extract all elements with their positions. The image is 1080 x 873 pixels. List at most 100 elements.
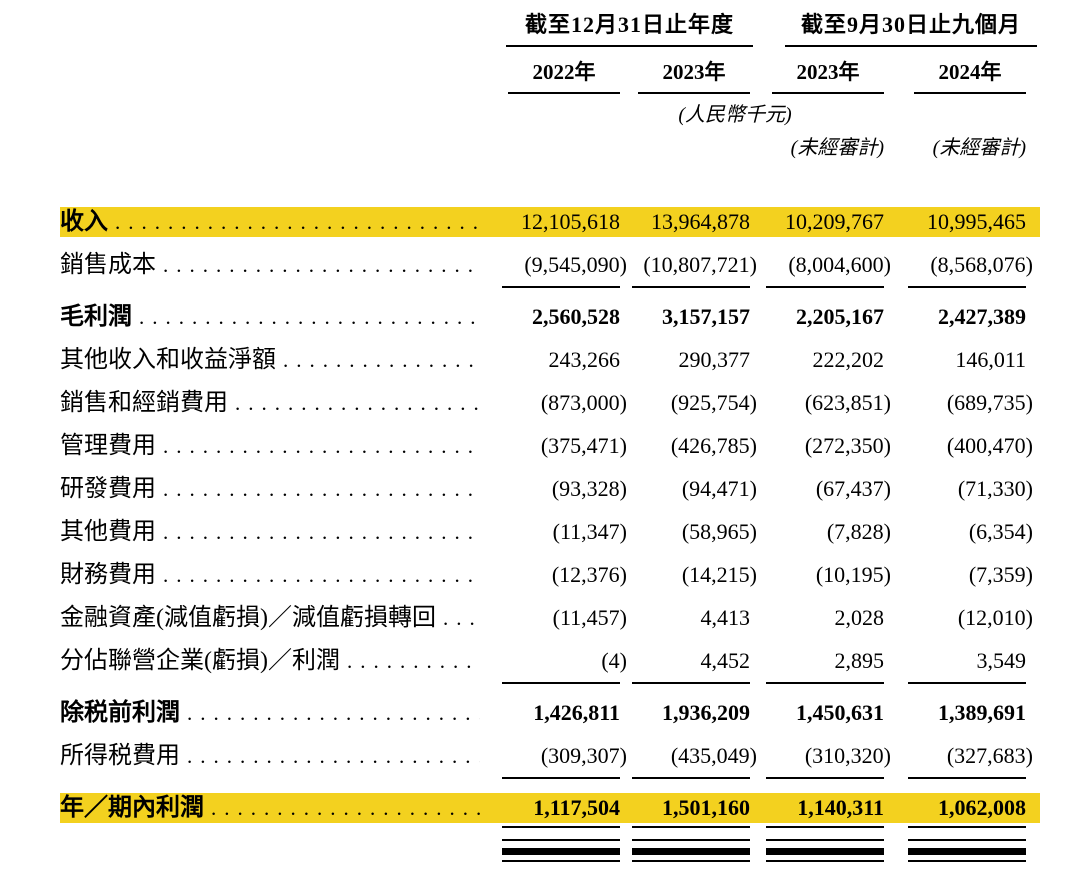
col-header-2022: 2022年 [508,59,620,94]
unaudited-note-9m-2023: (未經審計) [790,137,884,159]
dot-leader [443,603,480,633]
value-2023: (94,471) [681,476,757,501]
value-2023: 13,964,878 [651,209,750,234]
table-row: 收入 12,105,618 13,964,878 10,209,767 10,9… [60,207,1040,237]
value-2022: (309,307) [540,743,627,768]
row-label: 管理費用 [60,433,156,459]
value-9m-2024: (689,735) [946,390,1033,415]
value-2022: (11,347) [552,519,627,544]
value-9m-2023: 222,202 [812,347,885,372]
unit-note: (人民幣千元) [678,104,792,126]
value-9m-2023: 2,895 [834,648,885,673]
dot-leader [115,207,480,237]
value-9m-2024: 10,995,465 [927,209,1026,234]
value-9m-2024: (12,010) [957,605,1033,630]
value-9m-2024: 2,427,389 [938,304,1026,329]
value-9m-2023: 2,028 [834,605,885,630]
dot-leader [235,388,480,418]
value-9m-2023: (310,320) [804,743,891,768]
dot-leader [163,517,480,547]
row-label: 銷售和經銷費用 [60,390,228,416]
value-9m-2024: (6,354) [968,519,1033,544]
value-2022: (375,471) [540,433,627,458]
table-row: 金融資產(減值虧損)／減值虧損轉回 (11,457) 4,413 2,028 (… [60,603,1040,633]
dot-leader [139,302,480,332]
value-9m-2023: (67,437) [815,476,891,501]
value-9m-2024: (400,470) [946,433,1033,458]
table-row: 銷售和經銷費用 (873,000) (925,754) (623,851) (6… [60,388,1040,418]
dot-leader [211,793,480,823]
value-2022: 1,426,811 [533,700,620,725]
value-2023: (435,049) [670,743,757,768]
table-row: 所得税費用 (309,307) (435,049) (310,320) (327… [60,741,1040,779]
value-9m-2024: (8,568,076) [930,252,1033,277]
table-row: 財務費用 (12,376) (14,215) (10,195) (7,359) [60,560,1040,590]
value-2023: 3,157,157 [662,304,750,329]
value-9m-2023: (10,195) [815,562,891,587]
value-2022: (9,545,090) [524,252,627,277]
value-2022: (4) [601,648,627,673]
unaudited-note-9m-2024: (未經審計) [932,137,1026,159]
label-column-spacer [60,12,480,47]
value-2023: (10,807,721) [643,252,757,277]
row-label: 財務費用 [60,562,156,588]
unit-note-row: (人民幣千元) [60,103,1040,128]
value-2023: (426,785) [670,433,757,458]
value-2023: 290,377 [678,347,751,372]
row-label: 年／期內利潤 [60,795,204,821]
table-row: 除税前利潤 1,426,811 1,936,209 1,450,631 1,38… [60,698,1040,728]
value-2022: 12,105,618 [521,209,620,234]
double-rule-2022 [502,826,620,862]
period-group-header-row: 截至12月31日止年度 截至9月30日止九個月 [60,12,1040,47]
value-9m-2024: 3,549 [976,648,1027,673]
dot-leader [163,250,480,280]
value-2023: 1,936,209 [662,700,750,725]
table-row: 分佔聯營企業(虧損)／利潤 (4) 4,452 2,895 3,549 [60,646,1040,684]
year-ended-group-label: 截至12月31日止年度 [506,12,753,47]
value-2023: 4,452 [700,648,751,673]
closing-total-rules [60,826,1040,862]
dot-leader [163,474,480,504]
value-2023: (14,215) [681,562,757,587]
table-row: 毛利潤 2,560,528 3,157,157 2,205,167 2,427,… [60,302,1040,332]
value-9m-2024: 1,062,008 [938,795,1026,820]
double-rule-9m-2023 [766,826,884,862]
double-rule-2023 [632,826,750,862]
table-row: 年／期內利潤 1,117,504 1,501,160 1,140,311 1,0… [60,793,1040,823]
value-2022: (873,000) [540,390,627,415]
value-2023: 1,501,160 [662,795,750,820]
row-label: 其他收入和收益淨額 [60,347,276,373]
dot-leader [163,560,480,590]
table-row: 其他費用 (11,347) (58,965) (7,828) (6,354) [60,517,1040,547]
value-9m-2023: (623,851) [804,390,891,415]
table-row: 管理費用 (375,471) (426,785) (272,350) (400,… [60,431,1040,461]
table-rows: 收入 12,105,618 13,964,878 10,209,767 10,9… [60,207,1040,823]
row-label: 毛利潤 [60,304,132,330]
value-2022: 243,266 [548,347,621,372]
value-9m-2023: 10,209,767 [785,209,884,234]
value-2023: 4,413 [700,605,751,630]
value-9m-2024: 1,389,691 [938,700,1026,725]
row-label: 除税前利潤 [60,700,180,726]
row-label: 金融資產(減值虧損)／減值虧損轉回 [60,605,436,631]
value-9m-2023: 1,450,631 [796,700,884,725]
value-2023: (58,965) [681,519,757,544]
row-label: 分佔聯營企業(虧損)／利潤 [60,648,340,674]
row-label: 所得税費用 [60,743,180,769]
table-row: 其他收入和收益淨額 243,266 290,377 222,202 146,01… [60,345,1040,375]
value-9m-2023: 2,205,167 [796,304,884,329]
row-label: 研發費用 [60,476,156,502]
col-header-2023: 2023年 [638,59,750,94]
value-2022: 2,560,528 [532,304,620,329]
dot-leader [187,741,480,771]
dot-leader [187,698,480,728]
table-row: 研發費用 (93,328) (94,471) (67,437) (71,330) [60,474,1040,504]
dot-leader [163,431,480,461]
nine-months-group: 截至9月30日止九個月 [755,12,1040,47]
row-label: 銷售成本 [60,252,156,278]
double-rule-9m-2024 [908,826,1026,862]
col-header-9m-2024: 2024年 [914,59,1026,94]
value-9m-2024: (71,330) [957,476,1033,501]
dot-leader [283,345,480,375]
value-9m-2023: 1,140,311 [797,795,884,820]
